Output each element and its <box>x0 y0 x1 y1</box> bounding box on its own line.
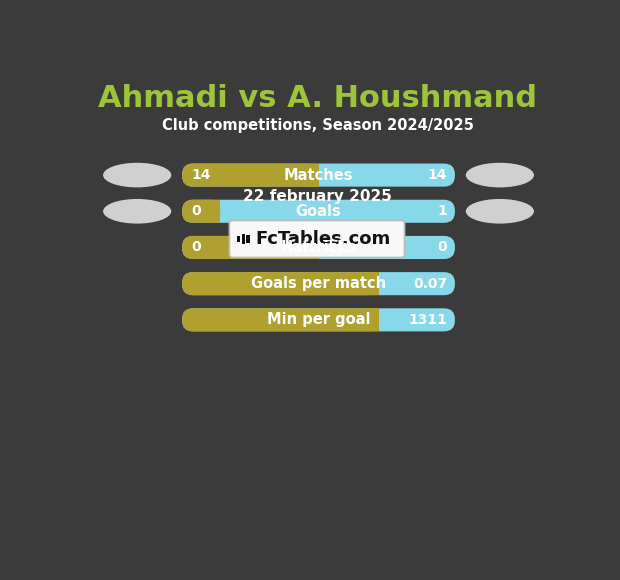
FancyBboxPatch shape <box>182 236 319 259</box>
Bar <box>308 236 319 259</box>
Text: Goals: Goals <box>296 204 342 219</box>
Bar <box>242 234 245 244</box>
Text: FcTables.com: FcTables.com <box>255 230 391 248</box>
Text: 1: 1 <box>438 204 447 218</box>
Text: 14: 14 <box>192 168 211 182</box>
FancyBboxPatch shape <box>182 236 455 259</box>
Text: 22 february 2025: 22 february 2025 <box>243 189 392 204</box>
Text: Min per goal: Min per goal <box>267 313 370 327</box>
Ellipse shape <box>466 199 534 224</box>
Text: Matches: Matches <box>284 168 353 183</box>
Bar <box>368 272 379 295</box>
Bar <box>368 309 379 331</box>
Ellipse shape <box>466 163 534 187</box>
FancyBboxPatch shape <box>182 200 220 223</box>
Text: 1311: 1311 <box>409 313 447 327</box>
FancyBboxPatch shape <box>182 164 455 187</box>
FancyBboxPatch shape <box>182 272 455 295</box>
Text: Goals per match: Goals per match <box>251 276 386 291</box>
Text: Ahmadi vs A. Houshmand: Ahmadi vs A. Houshmand <box>98 84 538 113</box>
Ellipse shape <box>103 163 171 187</box>
FancyBboxPatch shape <box>182 164 319 187</box>
FancyBboxPatch shape <box>182 272 379 295</box>
Bar <box>247 235 249 243</box>
Text: Hattricks: Hattricks <box>281 240 356 255</box>
Text: 0.07: 0.07 <box>413 277 447 291</box>
Text: 0: 0 <box>192 241 201 255</box>
Bar <box>237 236 241 242</box>
Text: 0: 0 <box>192 204 201 218</box>
Text: Club competitions, Season 2024/2025: Club competitions, Season 2024/2025 <box>162 118 474 133</box>
Text: 14: 14 <box>428 168 447 182</box>
FancyBboxPatch shape <box>229 220 404 258</box>
FancyBboxPatch shape <box>182 200 455 223</box>
Ellipse shape <box>103 199 171 224</box>
Text: 0: 0 <box>438 241 447 255</box>
FancyBboxPatch shape <box>182 309 455 331</box>
FancyBboxPatch shape <box>182 309 379 331</box>
Bar <box>210 200 220 223</box>
Bar <box>308 164 319 187</box>
